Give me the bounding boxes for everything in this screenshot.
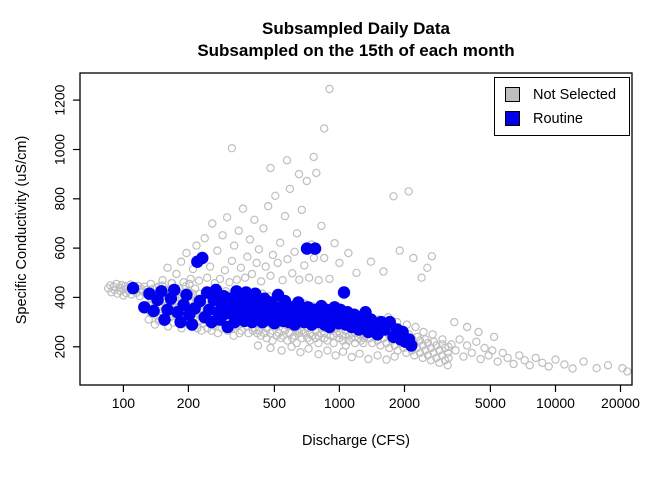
svg-text:5000: 5000: [475, 395, 506, 411]
legend-label-not-selected: Not Selected: [533, 86, 617, 103]
svg-text:400: 400: [52, 286, 68, 310]
svg-text:500: 500: [263, 395, 287, 411]
svg-text:600: 600: [52, 236, 68, 260]
svg-text:1200: 1200: [52, 84, 68, 115]
chart-title-line2: Subsampled on the 15th of each month: [197, 41, 515, 60]
not-selected-swatch-icon: [505, 87, 520, 102]
x-axis-label: Discharge (CFS): [302, 433, 410, 449]
chart-title: Subsampled Daily Data Subsampled on the …: [80, 18, 632, 62]
y-axis-label-text: Specific Conductivity (uS/cm): [14, 135, 30, 325]
legend-item-not-selected: Not Selected: [495, 83, 629, 107]
legend-label-routine: Routine: [533, 110, 583, 127]
svg-text:2000: 2000: [389, 395, 420, 411]
svg-text:100: 100: [112, 395, 136, 411]
chart-title-line1: Subsampled Daily Data: [261, 19, 450, 38]
svg-text:10000: 10000: [536, 395, 575, 411]
svg-text:200: 200: [177, 395, 201, 411]
svg-text:1000: 1000: [324, 395, 355, 411]
svg-text:800: 800: [52, 187, 68, 211]
legend-box: Not Selected Routine: [494, 77, 630, 136]
svg-text:1000: 1000: [52, 134, 68, 165]
routine-swatch-icon: [505, 111, 520, 126]
svg-text:200: 200: [52, 335, 68, 359]
legend-item-routine: Routine: [495, 107, 629, 131]
svg-text:20000: 20000: [601, 395, 640, 411]
